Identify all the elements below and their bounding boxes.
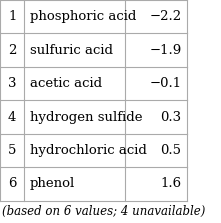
Text: 1: 1 xyxy=(8,10,16,23)
Text: 2: 2 xyxy=(8,44,16,57)
Text: −2.2: −2.2 xyxy=(149,10,182,23)
Text: 6: 6 xyxy=(8,178,16,190)
Text: phenol: phenol xyxy=(30,178,75,190)
Text: 4: 4 xyxy=(8,111,16,124)
Text: hydrochloric acid: hydrochloric acid xyxy=(30,144,147,157)
Text: 5: 5 xyxy=(8,144,16,157)
Text: acetic acid: acetic acid xyxy=(30,77,102,90)
Text: 0.3: 0.3 xyxy=(160,111,182,124)
Text: −0.1: −0.1 xyxy=(149,77,182,90)
Text: −1.9: −1.9 xyxy=(149,44,182,57)
Text: 1.6: 1.6 xyxy=(160,178,182,190)
Text: phosphoric acid: phosphoric acid xyxy=(30,10,136,23)
Text: 0.5: 0.5 xyxy=(161,144,182,157)
Text: sulfuric acid: sulfuric acid xyxy=(30,44,113,57)
Text: hydrogen sulfide: hydrogen sulfide xyxy=(30,111,143,124)
Text: (based on 6 values; 4 unavailable): (based on 6 values; 4 unavailable) xyxy=(2,205,205,218)
Text: 3: 3 xyxy=(8,77,16,90)
